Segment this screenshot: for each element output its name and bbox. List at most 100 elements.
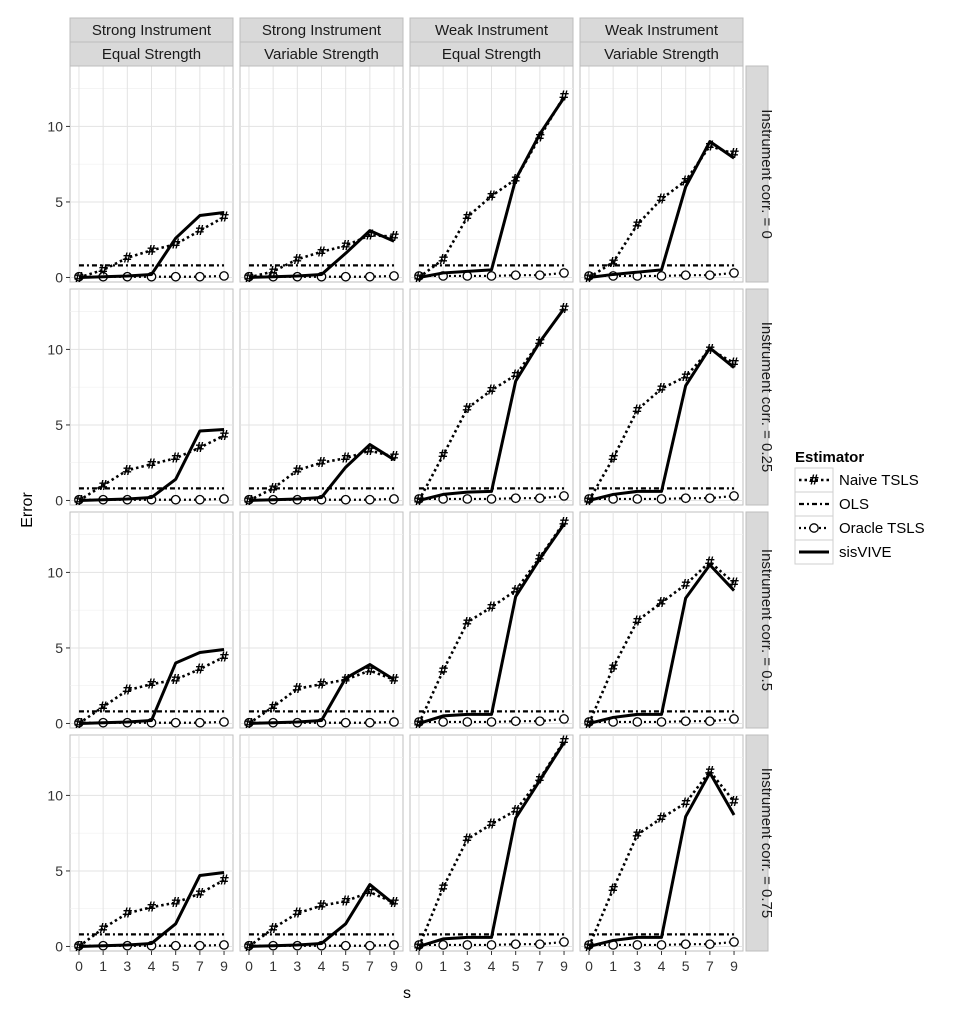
x-tick-label: 9	[730, 958, 738, 974]
x-tick-label: 3	[633, 958, 641, 974]
strip-box	[579, 17, 744, 43]
strip-col3-top: Weak Instrument	[579, 17, 744, 43]
oracle-point	[559, 714, 569, 724]
naive-point: #	[122, 684, 133, 699]
oracle-point	[510, 939, 521, 950]
oracle-point	[486, 717, 497, 727]
oracle-point	[632, 494, 643, 504]
strip-box	[745, 511, 769, 729]
oracle-point	[170, 271, 181, 282]
panel-r0-c1: # ### ## #	[239, 65, 404, 286]
naive-point: #	[486, 601, 497, 616]
naive-line	[248, 449, 395, 502]
naive-point: #	[608, 661, 619, 676]
naive-line	[248, 890, 395, 948]
panel-r1-c2: #######	[409, 288, 574, 509]
naive-point: #	[98, 263, 109, 278]
panel-r0-c2: #######	[409, 65, 574, 286]
panel-r3-c2: #######	[409, 734, 574, 955]
strip-label: Instrument corr. = 0.75	[758, 768, 775, 919]
panel-r3-c0: ### # ###	[69, 734, 234, 955]
legend-key-marker	[809, 523, 819, 533]
panel-r0-c3: # # # # # # #	[579, 65, 744, 286]
naive-point: #	[680, 174, 691, 189]
strip-col1-bottom: Variable Strength	[239, 41, 404, 67]
naive-point: #	[656, 596, 667, 611]
strip-label: Instrument corr. = 0.25	[758, 322, 775, 473]
series-naive-tsls: # # # # # # #	[584, 140, 740, 286]
oracle-point	[680, 716, 691, 727]
naive-point: #	[608, 883, 619, 898]
naive-point: #	[632, 828, 643, 843]
panel-r3-c1: #### ###	[239, 734, 404, 955]
oracle-point	[462, 940, 473, 950]
naive-line	[78, 434, 225, 502]
oracle-point	[438, 940, 448, 950]
oracle-point	[559, 937, 569, 947]
strip-box	[745, 65, 769, 283]
strip-box	[239, 41, 404, 67]
oracle-point	[680, 939, 691, 950]
strip-row2: Instrument corr. = 0.5	[745, 511, 775, 729]
naive-point: #	[632, 403, 643, 418]
x-tick-label: 1	[99, 958, 107, 974]
oracle-point	[462, 717, 473, 727]
legend-entry: sisVIVE	[794, 539, 892, 565]
naive-point: #	[656, 812, 667, 827]
naive-line	[587, 769, 736, 947]
naive-point: #	[122, 251, 133, 266]
naive-point: #	[704, 140, 715, 155]
oracle-point	[219, 271, 229, 281]
series-sisvive	[588, 771, 736, 948]
naive-point: #	[729, 576, 740, 591]
strip-label: Weak Instrument	[435, 22, 549, 39]
naive-point: #	[510, 804, 521, 819]
naive-point: #	[194, 224, 205, 239]
x-tick-label: 4	[488, 958, 496, 974]
naive-point: #	[680, 370, 691, 385]
naive-point: #	[122, 464, 133, 479]
x-tick-label: 5	[512, 958, 520, 974]
naive-point: #	[340, 239, 351, 254]
oracle-point	[340, 717, 351, 728]
strip-row3: Instrument corr. = 0.75	[745, 734, 775, 952]
y-tick-label: 0	[55, 715, 63, 731]
x-tick-label: 7	[366, 958, 374, 974]
x-tick-label: 7	[706, 958, 714, 974]
oracle-point	[632, 940, 643, 950]
naive-point: #	[146, 458, 157, 473]
oracle-point	[438, 717, 448, 727]
naive-point: #	[438, 253, 449, 268]
legend-label: OLS	[839, 496, 869, 513]
oracle-point	[656, 271, 667, 281]
x-tick-label: 5	[342, 958, 350, 974]
y-tick-label: 0	[55, 938, 63, 954]
naive-point: #	[364, 444, 375, 459]
series-sisvive	[418, 523, 566, 725]
oracle-point	[632, 717, 643, 727]
naive-point: #	[340, 895, 351, 910]
x-tick-label: 0	[415, 958, 423, 974]
series-sisvive	[78, 211, 225, 279]
naive-point: #	[268, 922, 279, 937]
naive-point: #	[98, 700, 109, 715]
x-tick-label: 5	[682, 958, 690, 974]
naive-point: #	[462, 616, 473, 631]
series-sisvive	[248, 663, 395, 725]
y-tick-label: 0	[55, 269, 63, 285]
naive-point: #	[340, 452, 351, 467]
naive-point: #	[268, 265, 279, 280]
naive-point: #	[219, 874, 230, 889]
naive-point: #	[559, 735, 570, 750]
strip-col0-top: Strong Instrument	[69, 17, 234, 43]
legend-label: sisVIVE	[839, 544, 892, 561]
oracle-point	[195, 940, 205, 951]
y-tick-label: 10	[47, 118, 63, 134]
oracle-point	[486, 494, 497, 504]
strip-row1: Instrument corr. = 0.25	[745, 288, 775, 506]
x-tick-label: 0	[245, 958, 253, 974]
naive-point: #	[414, 494, 425, 509]
y-tick-label: 10	[47, 787, 63, 803]
oracle-point	[656, 717, 667, 727]
oracle-point	[389, 271, 399, 281]
